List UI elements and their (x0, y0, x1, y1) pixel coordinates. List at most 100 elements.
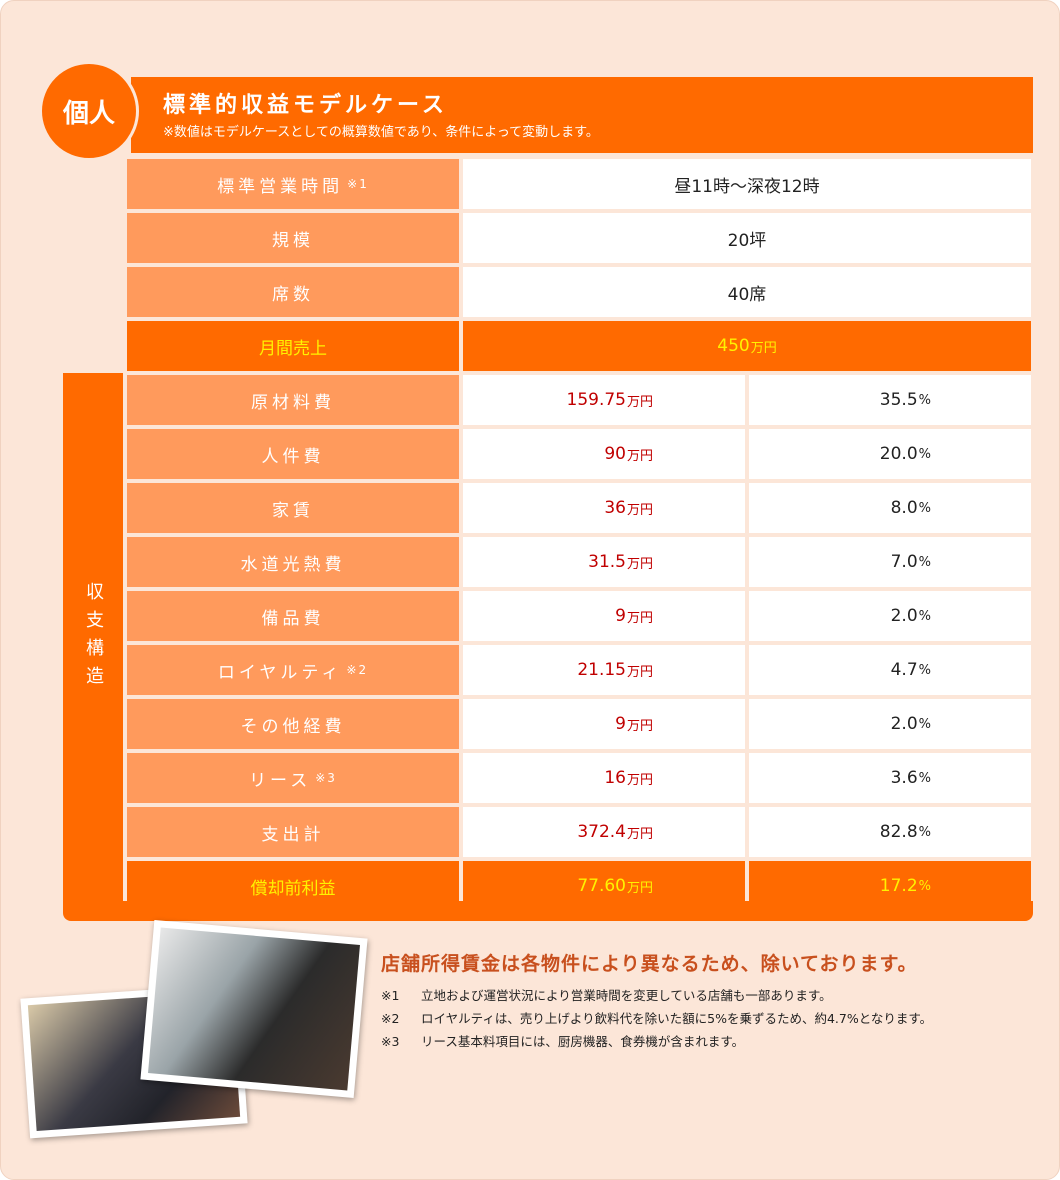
row-label: 原材料費 (127, 375, 459, 425)
footnote-text: ロイヤルティは、売り上げより飲料代を除いた額に5%を乗ずるため、約4.7%となり… (421, 1011, 933, 1026)
value-cell: 2.0% (749, 591, 1031, 641)
value-text: 90 (604, 444, 626, 464)
row-label: リース ※3 (127, 753, 459, 803)
unit: % (918, 662, 931, 678)
row-label: 償却前利益 (127, 861, 459, 911)
footnote-text: リース基本料項目には、厨房機器、食券機が含まれます。 (421, 1034, 745, 1049)
unit: 万円 (626, 826, 653, 842)
value-cell: 82.8% (749, 807, 1031, 857)
value-text: 4.7 (890, 660, 918, 680)
unit: 万円 (626, 448, 653, 464)
label-text: 人件費 (261, 446, 325, 467)
value-text: 20坪 (727, 230, 767, 251)
label-note: ※3 (315, 771, 337, 785)
label-text: 償却前利益 (250, 878, 336, 899)
footnote-text: 立地および運営状況により営業時間を変更している店舗も一部あります。 (421, 988, 832, 1003)
value-text: 36 (604, 498, 626, 518)
row-label: 水道光熱費 (127, 537, 459, 587)
title: 標準的収益モデルケース (163, 93, 448, 118)
label-text: 席数 (272, 284, 314, 305)
label-note: ※1 (347, 177, 369, 191)
unit: 万円 (626, 664, 653, 680)
unit: 万円 (626, 880, 653, 896)
photo (140, 919, 368, 1099)
value-cell: 21.15 万円 (463, 645, 745, 695)
value-cell: 159.75 万円 (463, 375, 745, 425)
unit: 万円 (626, 556, 653, 572)
value-cell: 90 万円 (463, 429, 745, 479)
badge: 個人 (39, 61, 139, 161)
row-label: 標準営業時間 ※1 (127, 159, 459, 209)
value-text: 2.0 (890, 606, 918, 626)
label-text: 備品費 (261, 608, 325, 629)
subtitle: ※数値はモデルケースとしての概算数値であり、条件によって変動します。 (163, 125, 599, 140)
label-note: ※2 (346, 663, 369, 677)
unit: % (918, 608, 931, 624)
header-bar (131, 77, 1033, 153)
value-text: 20.0 (879, 444, 918, 464)
footer-heading: 店舗所得賃金は各物件により異なるため、除いております。 (381, 953, 918, 975)
footnote: ※1 立地および運営状況により営業時間を変更している店舗も一部あります。 (381, 985, 832, 1004)
value-text: 372.4 (577, 822, 626, 842)
value-cell: 昼11時～深夜12時 (463, 159, 1031, 209)
unit: % (918, 770, 931, 786)
row-label: 支出計 (127, 807, 459, 857)
value-cell: 4.7% (749, 645, 1031, 695)
value-cell: 450 万円 (463, 321, 1031, 371)
unit: % (918, 716, 931, 732)
value-cell: 77.60 万円 (463, 861, 745, 911)
value-text: 9 (615, 714, 626, 734)
value-text: 159.75 (566, 390, 626, 410)
unit: % (918, 392, 931, 408)
unit: 万円 (626, 718, 653, 734)
value-cell: 372.4 万円 (463, 807, 745, 857)
value-text: 77.60 (577, 876, 626, 896)
row-label: 人件費 (127, 429, 459, 479)
value-text: 8.0 (890, 498, 918, 518)
value-text: 3.6 (890, 768, 918, 788)
value-text: 40席 (727, 284, 767, 305)
unit: 万円 (750, 340, 777, 356)
value-cell: 17.2% (749, 861, 1031, 911)
label-text: リース (249, 770, 312, 791)
row-label: 家賃 (127, 483, 459, 533)
value-cell: 8.0% (749, 483, 1031, 533)
label-text: 標準営業時間 (217, 176, 344, 197)
value-cell: 2.0% (749, 699, 1031, 749)
footnote: ※3 リース基本料項目には、厨房機器、食券機が含まれます。 (381, 1031, 744, 1050)
value-text: 17.2 (879, 876, 918, 896)
unit: % (918, 500, 931, 516)
value-text: 昼11時～深夜12時 (674, 176, 820, 197)
value-text: 35.5 (879, 390, 918, 410)
unit: % (918, 554, 931, 570)
label-text: ロイヤルティ (217, 662, 343, 683)
row-label: 月間売上 (127, 321, 459, 371)
value-cell: 16 万円 (463, 753, 745, 803)
value-cell: 35.5% (749, 375, 1031, 425)
label-text: 規模 (272, 230, 314, 251)
row-label: 席数 (127, 267, 459, 317)
label-text: その他経費 (240, 716, 346, 737)
unit: % (918, 824, 931, 840)
unit: 万円 (626, 772, 653, 788)
value-cell: 3.6% (749, 753, 1031, 803)
value-cell: 20.0% (749, 429, 1031, 479)
value-cell: 31.5 万円 (463, 537, 745, 587)
value-cell: 20坪 (463, 213, 1031, 263)
footnote: ※2 ロイヤルティは、売り上げより飲料代を除いた額に5%を乗ずるため、約4.7%と… (381, 1008, 932, 1027)
label-text: 水道光熱費 (240, 554, 346, 575)
value-text: 7.0 (890, 552, 918, 572)
value-text: 2.0 (890, 714, 918, 734)
label-text: 支出計 (261, 824, 325, 845)
value-text: 450 (717, 336, 750, 356)
row-label: 規模 (127, 213, 459, 263)
value-cell: 9 万円 (463, 699, 745, 749)
value-cell: 36 万円 (463, 483, 745, 533)
row-label: ロイヤルティ ※2 (127, 645, 459, 695)
label-text: 原材料費 (251, 392, 335, 413)
value-cell: 9 万円 (463, 591, 745, 641)
unit: % (918, 446, 931, 462)
value-cell: 40席 (463, 267, 1031, 317)
value-text: 21.15 (577, 660, 626, 680)
value-text: 82.8 (879, 822, 918, 842)
